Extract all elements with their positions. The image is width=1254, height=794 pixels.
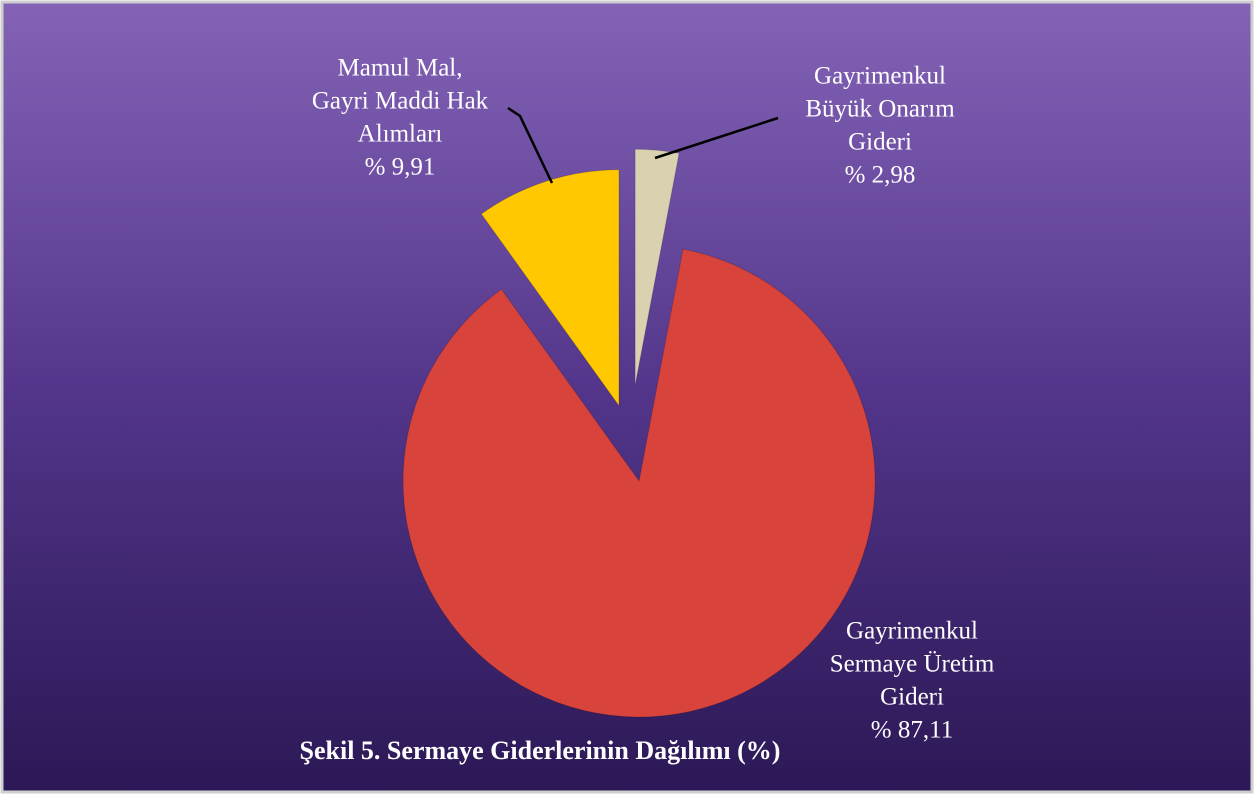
slice-label: Alımları [358, 121, 443, 148]
slice-label: Mamul Mal, [338, 55, 463, 82]
slice-label: Büyük Onarım [805, 96, 955, 123]
value-label: % 87,11 [871, 717, 953, 744]
leader-line [507, 106, 554, 184]
slice-label: Gayrimenkul [846, 618, 978, 645]
value-label: % 9,91 [365, 154, 436, 181]
slice-label: Gideri [848, 129, 912, 156]
slice-label: Gayrimenkul [814, 63, 946, 90]
slice-label: Sermaye Üretim [830, 651, 995, 678]
pie-slice [480, 169, 620, 408]
value-label: % 2,98 [845, 162, 916, 189]
slice-label: Gayri Maddi Hak [312, 88, 489, 115]
pie-slice [634, 148, 680, 386]
pie-slice [402, 248, 876, 718]
leader-line [654, 116, 779, 160]
slice-label: Gideri [880, 684, 944, 711]
chart-title: Şekil 5. Sermaye Giderlerinin Dağılımı (… [300, 736, 781, 765]
